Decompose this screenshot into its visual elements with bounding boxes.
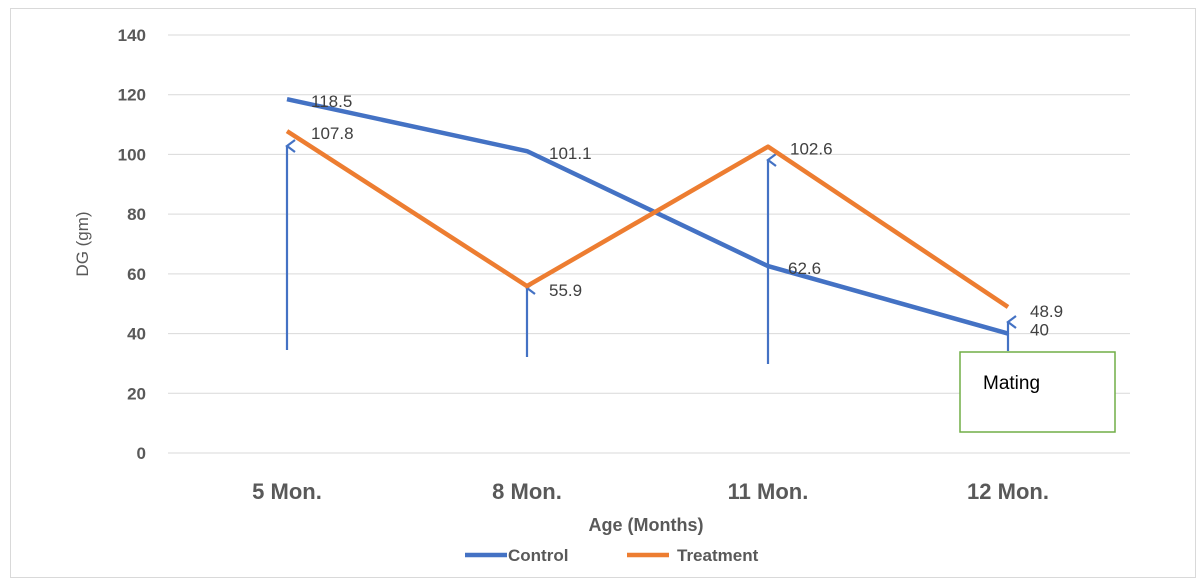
control-data-label: 62.6 (788, 259, 821, 278)
y-tick-label: 140 (118, 26, 146, 45)
control-data-label: 101.1 (549, 144, 592, 163)
x-axis-title: Age (Months) (589, 515, 704, 535)
y-tick-label: 60 (127, 265, 146, 284)
treatment-legend-label: Treatment (677, 546, 759, 565)
mating-label: Mating (983, 373, 1040, 394)
y-axis-ticks: 0 20 40 60 80 100 120 140 (118, 26, 146, 463)
mating-box (959, 351, 1116, 433)
control-series-line (286, 96, 1009, 336)
treatment-data-label: 107.8 (311, 124, 354, 143)
control-legend-label: Control (508, 546, 568, 565)
line-chart: 0 20 40 60 80 100 120 140 118.5 101.1 62.6 40 107.8… (73, 26, 1130, 565)
data-labels: 118.5 101.1 62.6 40 107.8 55.9 102.6 48.9 (311, 92, 1063, 339)
series-lines (285, 96, 1010, 336)
x-axis-categories: 5 Mon. 8 Mon. 11 Mon. 12 Mon. (252, 479, 1049, 504)
y-tick-label: 20 (127, 384, 146, 403)
treatment-data-label: 48.9 (1030, 302, 1063, 321)
mating-arrows (285, 139, 1017, 364)
y-tick-label: 0 (137, 444, 146, 463)
x-tick-label: 11 Mon. (728, 479, 809, 504)
y-tick-label: 40 (127, 325, 146, 344)
x-tick-label: 12 Mon. (967, 479, 1049, 504)
y-axis-title: DG (gm) (73, 211, 92, 276)
x-tick-label: 5 Mon. (252, 479, 322, 504)
mating-annotation: Mating (959, 351, 1116, 433)
y-tick-label: 120 (118, 86, 146, 105)
treatment-data-label: 55.9 (549, 281, 582, 300)
control-data-label: 40 (1030, 321, 1049, 340)
x-tick-label: 8 Mon. (492, 479, 562, 504)
y-tick-label: 100 (118, 145, 146, 164)
y-tick-label: 80 (127, 205, 146, 224)
legend: Control Treatment (465, 546, 759, 565)
control-data-label: 118.5 (311, 92, 352, 111)
treatment-series-line (285, 129, 1010, 309)
treatment-data-label: 102.6 (790, 140, 833, 159)
